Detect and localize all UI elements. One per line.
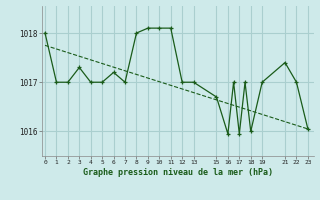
X-axis label: Graphe pression niveau de la mer (hPa): Graphe pression niveau de la mer (hPa)	[83, 168, 273, 177]
